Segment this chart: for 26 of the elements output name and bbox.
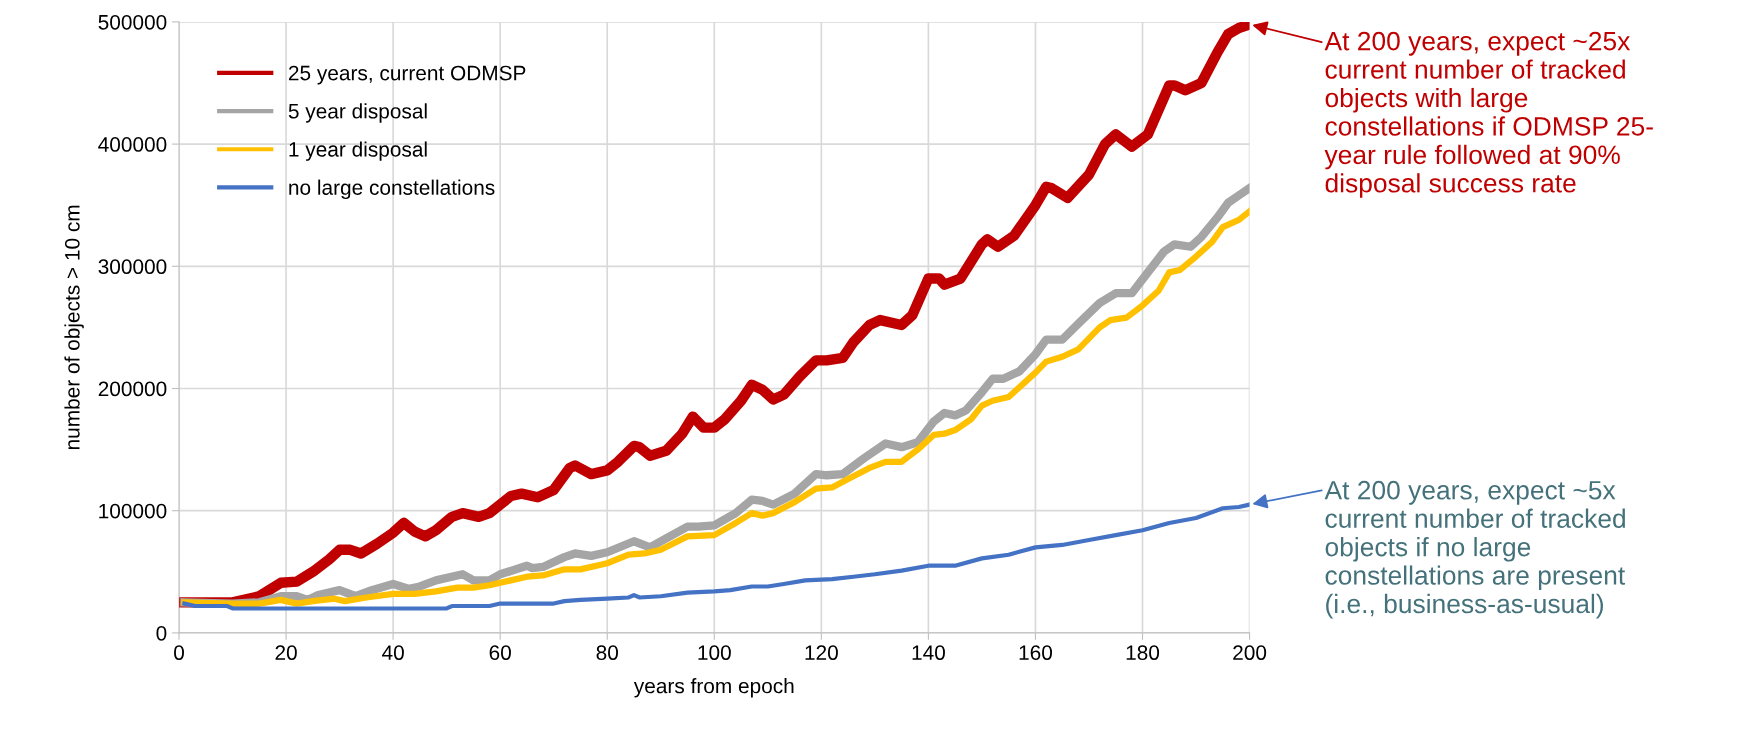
y-tick-label: 500000 — [98, 14, 167, 30]
y-axis-title: number of objects > 10 cm — [64, 205, 84, 450]
x-tick-label: 0 — [174, 645, 184, 661]
x-tick-label: 160 — [1019, 645, 1053, 661]
y-tick-label: 0 — [156, 625, 167, 641]
x-tick-label: 20 — [275, 645, 297, 661]
y-tick-label: 100000 — [99, 503, 167, 519]
legend-label: 25 years, current ODMSP — [288, 65, 526, 85]
annotation: At 200 years, expect ~25x current number of tracked objects with large constellations if ODMSP 25- year rule followed at 90% disposal success rate — [1324, 31, 1653, 198]
x-tick-label: 60 — [489, 645, 511, 661]
x-tick-label: 100 — [698, 645, 731, 661]
line-series — [182, 502, 1250, 611]
x-tick-label: 140 — [912, 645, 945, 661]
annotation: At 200 years, expect ~5x current number of tracked objects if no large constellations are present (i.e., business-as-usual) — [1324, 480, 1626, 619]
legend-label: 5 year disposal — [288, 103, 427, 123]
x-tick-label: 40 — [382, 645, 404, 661]
y-tick-label: 300000 — [98, 259, 167, 275]
x-axis-title: years from epoch — [633, 678, 794, 698]
x-tick-label: 200 — [1233, 645, 1267, 661]
x-tick-label: 180 — [1126, 645, 1160, 661]
x-tick-label: 120 — [805, 645, 838, 661]
legend-label: 1 year disposal — [289, 141, 427, 161]
y-tick-label: 400000 — [98, 137, 167, 152]
legend-label: no large constellations — [289, 179, 495, 200]
x-tick-label: 80 — [596, 645, 618, 661]
y-tick-label: 200000 — [98, 381, 167, 397]
